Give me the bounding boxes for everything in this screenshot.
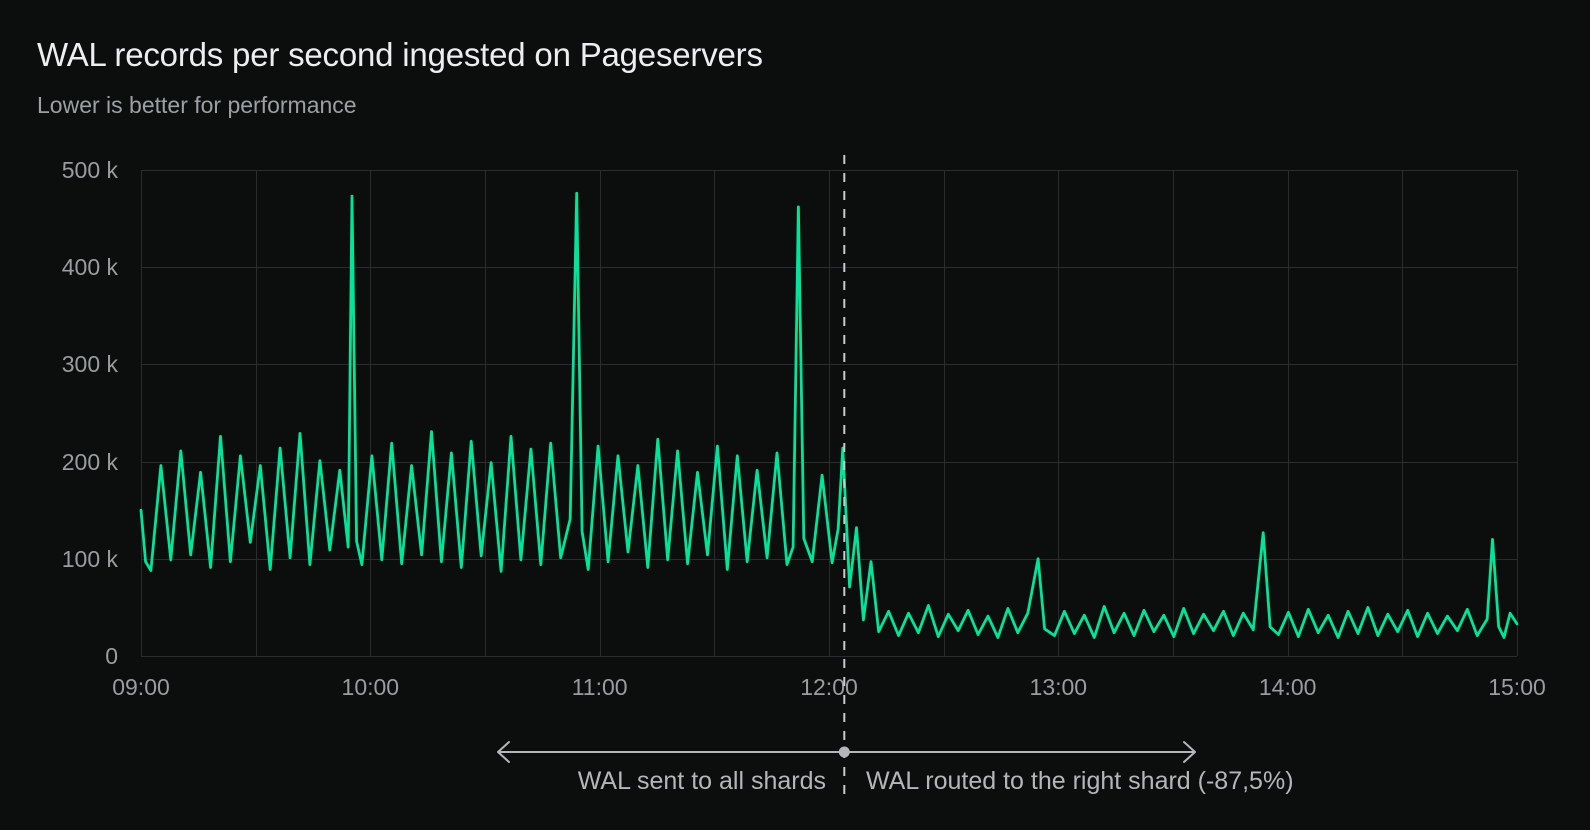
arrowhead-right-icon: [1183, 741, 1196, 763]
v-gridline: [943, 170, 945, 656]
v-gridline: [1287, 170, 1289, 656]
x-tick-label: 12:00: [800, 674, 858, 700]
y-tick-label: 500 k: [61, 157, 118, 183]
y-tick-label: 200 k: [61, 448, 118, 475]
y-tick-label: 400 k: [61, 254, 118, 281]
plot-area: [139, 170, 1519, 657]
x-tick-label: 15:00: [1488, 674, 1546, 700]
chart-title: WAL records per second ingested on Pages…: [37, 36, 763, 73]
v-gridline: [829, 170, 830, 656]
v-gridline: [599, 170, 601, 656]
arrowhead-left-icon: [497, 741, 510, 763]
v-gridline: [1058, 170, 1060, 656]
chart-subtitle: Lower is better for performance: [37, 92, 357, 118]
x-tick-label: 11:00: [571, 674, 628, 700]
v-gridline: [1517, 170, 1518, 656]
v-gridline: [1173, 170, 1174, 656]
v-gridline: [714, 170, 716, 656]
h-gridline: [141, 656, 1517, 657]
divider-dot-icon: [838, 746, 850, 758]
y-tick-label: 0: [105, 643, 118, 669]
y-tick-label: 100 k: [61, 545, 118, 572]
x-tick-label: 09:00: [112, 674, 170, 700]
v-gridline: [141, 170, 142, 656]
v-gridline: [485, 170, 486, 656]
y-tick-label: 300 k: [61, 351, 118, 378]
x-tick-label: 14:00: [1258, 674, 1317, 700]
x-tick-label: 10:00: [341, 674, 400, 700]
x-tick-label: 13:00: [1029, 674, 1088, 700]
v-gridline: [255, 170, 257, 656]
annotation-label-right: WAL routed to the right shard (-87,5%): [866, 767, 1294, 795]
v-gridline: [370, 170, 372, 656]
annotation-label-left: WAL sent to all shards: [577, 767, 826, 795]
v-gridline: [1402, 170, 1404, 656]
wal-series-line: [139, 191, 1519, 639]
series-svg: [139, 191, 1519, 639]
